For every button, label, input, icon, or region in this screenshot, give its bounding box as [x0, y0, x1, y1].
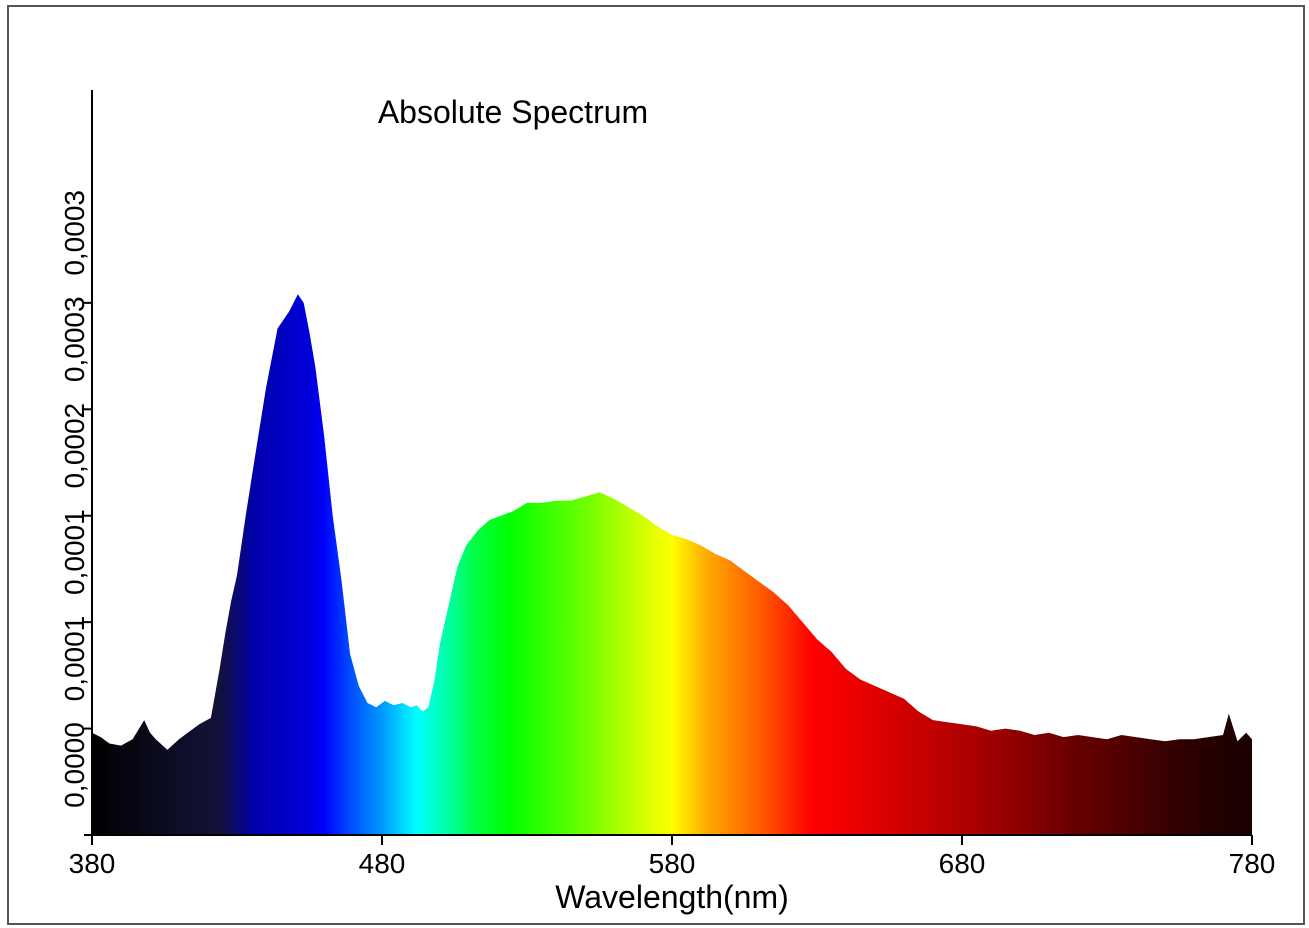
y-tick-label: 0,0003 [59, 190, 90, 276]
x-tick-label: 680 [939, 848, 986, 879]
y-tick-label: 0,0003 [59, 296, 90, 382]
y-tick-label: 0,0001 [59, 509, 90, 595]
y-tick-label: 0,0000 [59, 722, 90, 808]
y-tick-label: 0,0002 [59, 403, 90, 489]
x-ticks: 380 480 580 680 780 [69, 835, 1276, 879]
x-tick-label: 480 [359, 848, 406, 879]
x-axis-title: Wavelength(nm) [555, 879, 789, 915]
x-tick-label: 580 [649, 848, 696, 879]
y-ticks: 0,0000 0,0001 0,0001 0,0002 0,0003 0,0003 [59, 190, 92, 836]
x-tick-label: 780 [1229, 848, 1276, 879]
x-tick-label: 380 [69, 848, 116, 879]
y-tick-label: 0,0001 [59, 616, 90, 702]
outer-frame [7, 5, 1305, 925]
chart-title: Absolute Spectrum [378, 94, 648, 130]
spectrum-area [92, 294, 1252, 835]
